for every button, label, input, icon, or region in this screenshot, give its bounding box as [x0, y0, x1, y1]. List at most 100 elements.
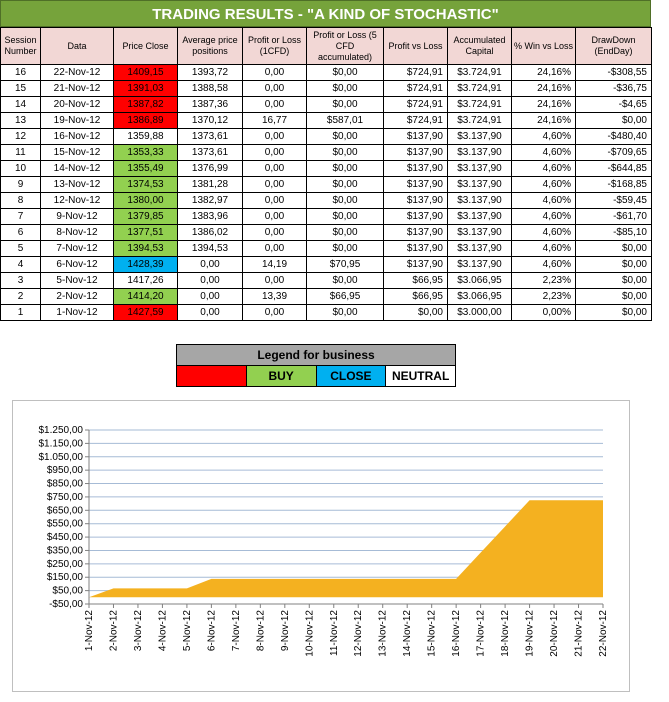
cell-avg: 1373,61	[177, 128, 243, 145]
cell-pvl: $137,90	[383, 224, 448, 241]
cell-pl1: 0,00	[242, 304, 307, 321]
cell-session: 12	[0, 128, 41, 145]
page-title: TRADING RESULTS - "A KIND OF STOCHASTIC"	[0, 0, 651, 27]
cell-dd: -$644,85	[575, 160, 652, 177]
cell-date: 7-Nov-12	[40, 240, 114, 257]
cell-avg: 1388,58	[177, 80, 243, 97]
cell-date: 8-Nov-12	[40, 224, 114, 241]
chart-container: -$50,00 $50,00 $150,00 $250,00 $350,00 $450,0…	[12, 400, 630, 692]
x-tick-label: 13-Nov-12	[378, 610, 389, 657]
cell-date: 15-Nov-12	[40, 144, 114, 161]
y-tick-label: $650,00	[47, 505, 84, 516]
x-tick-label: 8-Nov-12	[255, 610, 266, 652]
cell-dd: -$61,70	[575, 208, 652, 225]
column-header: Accumulated Capital	[447, 27, 512, 65]
cell-avg: 1370,12	[177, 112, 243, 129]
cell-avg: 1376,99	[177, 160, 243, 177]
x-tick-label: 18-Nov-12	[500, 610, 511, 657]
table-row: 5 7-Nov-12 1394,53 1394,53 0,00 $0,00 $137,90 $…	[0, 240, 652, 257]
cell-pl5: $0,00	[306, 96, 384, 113]
table-row: 11 15-Nov-12 1353,33 1373,61 0,00 $0,00 $137,9…	[0, 144, 652, 161]
results-table: Session Number Data Price Close Average pri…	[0, 27, 652, 321]
cell-date: 5-Nov-12	[40, 272, 114, 289]
cell-price: 1414,20	[113, 288, 178, 305]
cell-win: 0,00%	[511, 304, 576, 321]
cell-session: 5	[0, 240, 41, 257]
cell-price: 1359,88	[113, 128, 178, 145]
column-header: Profit or Loss (5 CFD accumulated)	[306, 27, 384, 65]
column-header: Profit vs Loss	[383, 27, 448, 65]
cell-date: 22-Nov-12	[40, 64, 114, 81]
x-tick-label: 9-Nov-12	[280, 610, 291, 652]
cell-date: 13-Nov-12	[40, 176, 114, 193]
legend-item-neutral: NEUTRAL	[386, 366, 455, 386]
cell-dd: $0,00	[575, 304, 652, 321]
table-row: 8 12-Nov-12 1380,00 1382,97 0,00 $0,00 $137,90…	[0, 192, 652, 209]
cell-pl1: 0,00	[242, 144, 307, 161]
cell-win: 24,16%	[511, 112, 576, 129]
cell-date: 14-Nov-12	[40, 160, 114, 177]
cell-avg: 1383,96	[177, 208, 243, 225]
cell-pl1: 0,00	[242, 240, 307, 257]
cell-capital: $3.137,90	[447, 224, 512, 241]
x-tick-label: 1-Nov-12	[84, 610, 95, 652]
x-tick-label: 12-Nov-12	[353, 610, 364, 657]
cell-dd: -$85,10	[575, 224, 652, 241]
cell-dd: $0,00	[575, 240, 652, 257]
legend-item-sell: SELL	[177, 366, 247, 386]
cell-win: 4,60%	[511, 176, 576, 193]
table-row: 14 20-Nov-12 1387,82 1387,36 0,00 $0,00 $724,9…	[0, 96, 652, 113]
cell-pl1: 0,00	[242, 192, 307, 209]
cell-pvl: $724,91	[383, 112, 448, 129]
y-tick-label: $1.250,00	[39, 425, 84, 436]
cell-pl1: 0,00	[242, 160, 307, 177]
cell-pl1: 0,00	[242, 176, 307, 193]
y-tick-label: $450,00	[47, 532, 84, 543]
cell-pl1: 16,77	[242, 112, 307, 129]
cell-pl5: $66,95	[306, 288, 384, 305]
cell-date: 19-Nov-12	[40, 112, 114, 129]
legend: Legend for business SELL BUY CLOSE NEUTRAL	[176, 344, 456, 387]
table-row: 15 21-Nov-12 1391,03 1388,58 0,00 $0,00 $724,9…	[0, 80, 652, 97]
cell-win: 4,60%	[511, 128, 576, 145]
x-tick-label: 15-Nov-12	[427, 610, 438, 657]
y-tick-label: $150,00	[47, 572, 84, 583]
cell-capital: $3.724,91	[447, 64, 512, 81]
cell-pl5: $0,00	[306, 160, 384, 177]
cell-avg: 1387,36	[177, 96, 243, 113]
cell-pl1: 0,00	[242, 96, 307, 113]
cell-pl1: 0,00	[242, 64, 307, 81]
cell-price: 1409,15	[113, 64, 178, 81]
cell-win: 4,60%	[511, 224, 576, 241]
cell-win: 4,60%	[511, 256, 576, 273]
cell-dd: $0,00	[575, 272, 652, 289]
cell-win: 2,23%	[511, 288, 576, 305]
cell-pl5: $0,00	[306, 240, 384, 257]
cell-session: 16	[0, 64, 41, 81]
x-tick-label: 16-Nov-12	[451, 610, 462, 657]
legend-items: SELL BUY CLOSE NEUTRAL	[177, 366, 455, 386]
cell-pvl: $137,90	[383, 256, 448, 273]
cell-capital: $3.000,00	[447, 304, 512, 321]
cell-avg: 0,00	[177, 304, 243, 321]
cell-pvl: $137,90	[383, 192, 448, 209]
cell-pvl: $137,90	[383, 176, 448, 193]
cell-win: 24,16%	[511, 64, 576, 81]
cell-avg: 1393,72	[177, 64, 243, 81]
cell-pvl: $137,90	[383, 128, 448, 145]
cell-capital: $3.137,90	[447, 256, 512, 273]
cell-date: 6-Nov-12	[40, 256, 114, 273]
cell-session: 7	[0, 208, 41, 225]
x-tick-label: 6-Nov-12	[206, 610, 217, 652]
cell-date: 1-Nov-12	[40, 304, 114, 321]
column-header: Data	[40, 27, 114, 65]
table-row: 1 1-Nov-12 1427,59 0,00 0,00 $0,00 $0,00 $3.000…	[0, 304, 652, 321]
y-tick-label: $1.150,00	[39, 438, 84, 449]
table-row: 13 19-Nov-12 1386,89 1370,12 16,77 $587,01 $72…	[0, 112, 652, 129]
cell-pl5: $0,00	[306, 64, 384, 81]
y-tick-label: -$50,00	[49, 599, 83, 610]
table-row: 9 13-Nov-12 1374,53 1381,28 0,00 $0,00 $137,90…	[0, 176, 652, 193]
cell-pl5: $0,00	[306, 304, 384, 321]
cell-pvl: $724,91	[383, 64, 448, 81]
cell-pvl: $66,95	[383, 272, 448, 289]
